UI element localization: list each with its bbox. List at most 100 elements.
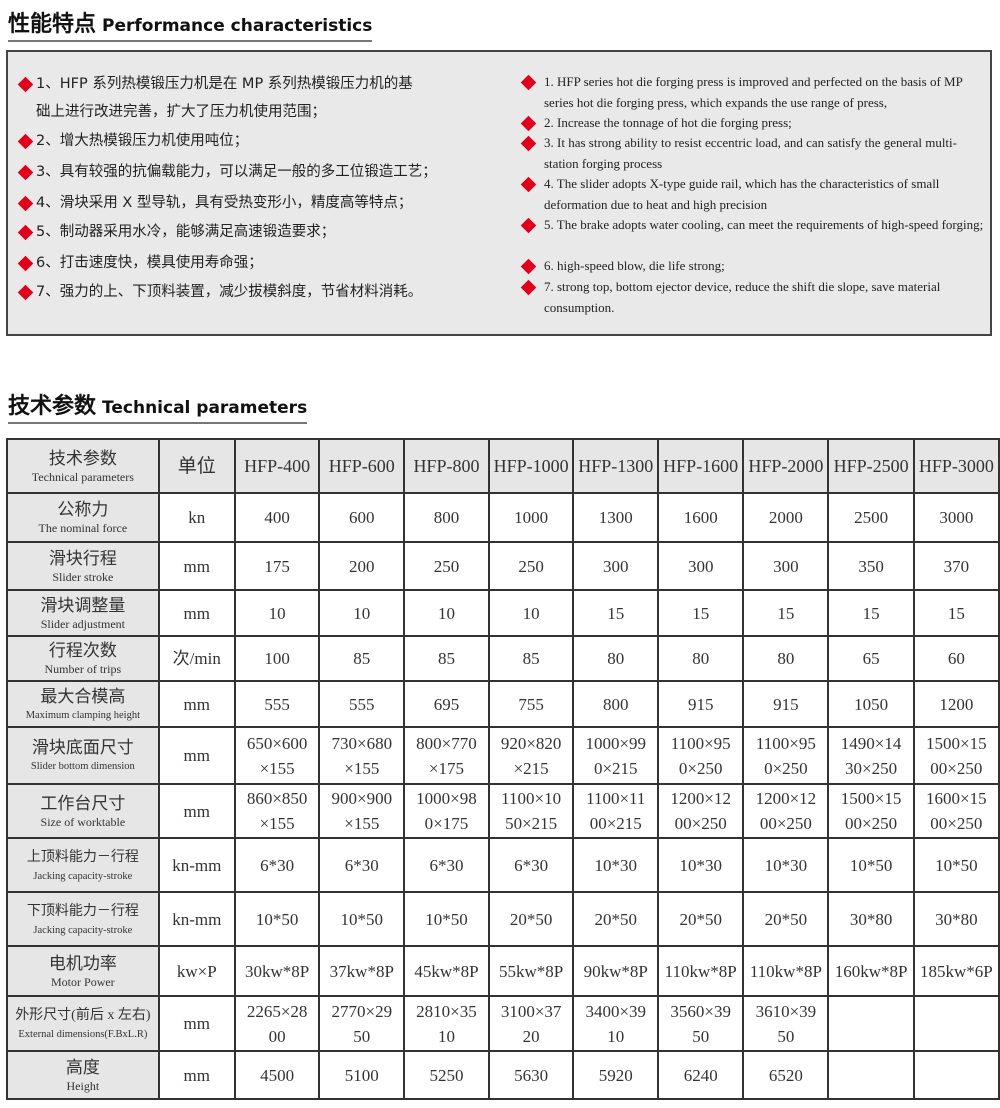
value-cell: 1500×15 00×250 [912,726,1000,785]
value-cell: 4500 [233,1050,321,1100]
value-cell: 65 [827,635,915,682]
value-line: 10 [437,1026,455,1046]
value-line: 30*80 [849,909,893,929]
title-cn: 技术参数 [8,394,97,419]
row-parameter: 最大合模高 Maximum clamping height [6,680,160,728]
value-line: ×175 [428,758,464,778]
value-cell: 300 [742,541,830,591]
value-line: 1200 [939,694,974,714]
diamond-bullet-icon [17,133,34,150]
value-line: 15 [692,603,710,623]
value-line: 6*30 [344,855,379,875]
value-line: 3100×37 [500,1001,562,1021]
param-cn: 技术参数 [48,448,117,468]
header-model: HFP-1000 [487,438,575,494]
value-cell: 5630 [487,1050,575,1100]
value-line: ×155 [259,758,295,778]
value-line: 2265×28 [246,1001,308,1021]
param-en: External dimensions(F.BxL.R) [18,1029,148,1040]
value-line: 10 [268,603,286,623]
value-line: 10*50 [425,909,468,929]
value-line: 185kw*6P [919,961,993,981]
value-line: 65 [862,649,880,668]
value-cell: 3400×39 10 [572,995,660,1052]
value-line: 650×600 [246,733,308,753]
value-cell: 110kw*8P [742,945,830,997]
value-cell [827,995,915,1052]
value-line: 10 [353,603,371,623]
feature-cn: 5、制动器采用水冷，能够满足高速锻造要求； [36,224,336,240]
value-line: 4500 [260,1065,295,1085]
header-model: HFP-1300 [572,438,660,494]
value-cell: 5920 [572,1050,660,1100]
row-parameter: 滑块行程 Slider stroke [6,541,160,591]
value-cell: 15 [742,589,830,637]
value-line: 6*30 [260,855,295,875]
value-cell: 1100×10 50×215 [487,783,575,839]
param-en: Technical parameters [31,469,134,484]
value-line: 370 [943,556,970,576]
table-row: 公称力 The nominal force kn 400 600 800 1000 1300 1… [6,492,1000,543]
value-line: 3560×39 [670,1001,731,1021]
value-cell: 1600 [657,492,745,543]
value-cell: 915 [742,680,830,728]
param-cn: 外形尺寸(前后 x 左右) [15,1008,151,1023]
diamond-bullet-icon [520,279,537,296]
title-en: Technical parameters [102,398,308,418]
table-row: 外形尺寸(前后 x 左右) External dimensions(F.BxL.R… [6,995,1000,1052]
diamond-bullet-icon [520,74,537,91]
value-cell: 30kw*8P [233,945,321,997]
param-en: Jacking capacity-stroke [33,870,133,882]
diamond-bullet-icon [520,115,537,132]
value-line: 800 [433,508,460,527]
param-en: Number of trips [44,662,122,676]
value-line: 10 [607,1026,625,1046]
value-line: 60 [947,649,965,668]
value-line: 110kw*8P [749,961,822,981]
value-cell: 695 [403,680,490,728]
value-line: 00×250 [930,814,983,833]
row-unit: kn [157,492,236,543]
value-cell: 800 [403,492,490,543]
value-cell: 915 [657,680,745,728]
diamond-bullet-icon [17,76,34,93]
performance-section-title: 性能特点 Performance characteristics [8,6,373,42]
row-unit: kw×P [157,945,236,997]
technical-parameters-table: 技术参数 Technical parameters 单位 HFP-400 HFP-600… [6,438,1000,1100]
value-cell: 3560×39 50 [657,995,745,1052]
diamond-bullet-icon [520,217,537,234]
value-line: 00×250 [674,814,727,833]
value-cell: 20*50 [742,891,830,947]
value-line: 6*30 [514,855,549,875]
row-unit: mm [157,680,236,728]
row-parameter: 外形尺寸(前后 x 左右) External dimensions(F.BxL.R… [6,995,160,1052]
value-line: 755 [518,694,544,714]
table-row: 工作台尺寸 Size of worktable mm 860×850 ×155 900×9… [6,783,1000,839]
row-parameter: 工作台尺寸 Size of worktable [6,783,160,839]
feature-en: 2. Increase the tonnage of hot die forgi… [544,115,792,130]
value-line: 1490×14 [840,733,902,753]
value-line: 730×680 [331,733,393,753]
value-line: 55kw*8P [498,961,564,981]
header-parameter: 技术参数 Technical parameters [6,438,160,494]
value-line: 15 [862,603,880,623]
value-cell: 1000×98 0×175 [403,783,490,839]
value-line: 0×250 [678,758,723,778]
param-cn: 滑块行程 [48,548,117,568]
value-line: 300 [603,556,629,576]
param-en: Maximum clamping height [25,709,141,721]
value-line: 1200×12 [670,789,731,808]
value-line: ×155 [259,814,295,833]
value-line: 30*80 [935,909,978,929]
value-cell: 1100×11 00×215 [572,783,660,839]
value-line: 800 [603,694,629,714]
value-cell: 10*30 [657,837,745,893]
value-cell: 300 [572,541,660,591]
value-cell: 900×900 ×155 [318,783,406,839]
value-line: 920×820 [500,733,562,753]
value-cell: 10*30 [572,837,660,893]
value-cell: 1500×15 00×250 [827,783,915,839]
value-cell: 10 [487,589,575,637]
value-cell: 370 [912,541,1000,591]
value-line: 50 [777,1026,795,1046]
